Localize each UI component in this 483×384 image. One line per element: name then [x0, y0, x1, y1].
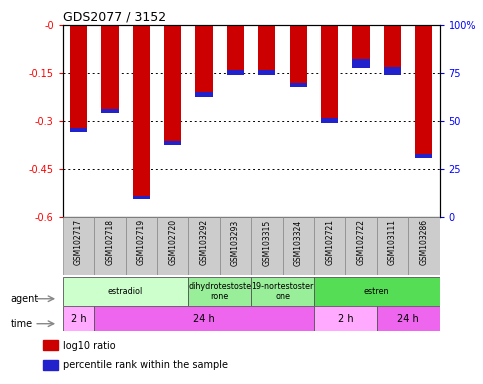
Text: 24 h: 24 h: [397, 313, 419, 324]
Text: 19-nortestoster
one: 19-nortestoster one: [251, 282, 314, 301]
Bar: [227, 70, 244, 74]
Bar: [101, 25, 118, 109]
Bar: [353, 25, 369, 59]
Bar: [290, 25, 307, 83]
Bar: [164, 141, 181, 145]
Bar: [345, 217, 377, 275]
Bar: [196, 25, 213, 92]
Text: GSM102722: GSM102722: [356, 219, 366, 265]
Text: GSM103324: GSM103324: [294, 219, 303, 265]
Bar: [94, 217, 126, 275]
Text: GSM103292: GSM103292: [199, 219, 209, 265]
Text: GSM102717: GSM102717: [74, 219, 83, 265]
Text: 2 h: 2 h: [71, 313, 86, 324]
Bar: [101, 109, 118, 113]
Bar: [70, 25, 87, 128]
Bar: [384, 66, 401, 74]
Bar: [384, 25, 401, 66]
Text: 2 h: 2 h: [338, 313, 353, 324]
Bar: [377, 217, 408, 275]
Bar: [251, 217, 283, 275]
Bar: [63, 217, 94, 275]
Text: time: time: [11, 319, 33, 329]
Bar: [321, 25, 338, 118]
Bar: [408, 217, 440, 275]
Bar: [251, 277, 314, 306]
Text: estren: estren: [364, 287, 389, 296]
Text: GSM102720: GSM102720: [168, 219, 177, 265]
Bar: [314, 277, 440, 306]
Bar: [258, 25, 275, 70]
Bar: [290, 83, 307, 88]
Bar: [63, 306, 94, 331]
Text: GSM103111: GSM103111: [388, 219, 397, 265]
Bar: [63, 277, 188, 306]
Bar: [164, 25, 181, 141]
Bar: [415, 154, 432, 158]
Text: GSM102718: GSM102718: [105, 219, 114, 265]
Bar: [133, 195, 150, 199]
Bar: [227, 25, 244, 70]
Text: dihydrotestoste
rone: dihydrotestoste rone: [188, 282, 251, 301]
Bar: [353, 59, 369, 68]
Bar: [196, 92, 213, 97]
Bar: [258, 70, 275, 74]
Text: GSM103293: GSM103293: [231, 219, 240, 265]
Text: GDS2077 / 3152: GDS2077 / 3152: [63, 11, 166, 24]
Text: agent: agent: [11, 294, 39, 304]
Bar: [133, 25, 150, 195]
Bar: [321, 118, 338, 122]
Bar: [415, 25, 432, 154]
Bar: [314, 306, 377, 331]
Text: GSM102719: GSM102719: [137, 219, 146, 265]
Bar: [188, 277, 251, 306]
Bar: [157, 217, 188, 275]
Text: GSM103286: GSM103286: [419, 219, 428, 265]
Text: GSM103315: GSM103315: [262, 219, 271, 265]
Bar: [70, 128, 87, 132]
Bar: [314, 217, 345, 275]
Text: 24 h: 24 h: [193, 313, 215, 324]
Bar: [126, 217, 157, 275]
Text: percentile rank within the sample: percentile rank within the sample: [63, 360, 227, 370]
Bar: [188, 217, 220, 275]
Bar: [43, 359, 58, 370]
Bar: [94, 306, 314, 331]
Bar: [220, 217, 251, 275]
Text: log10 ratio: log10 ratio: [63, 341, 115, 351]
Bar: [43, 340, 58, 350]
Text: estradiol: estradiol: [108, 287, 143, 296]
Text: GSM102721: GSM102721: [325, 219, 334, 265]
Bar: [283, 217, 314, 275]
Bar: [377, 306, 440, 331]
